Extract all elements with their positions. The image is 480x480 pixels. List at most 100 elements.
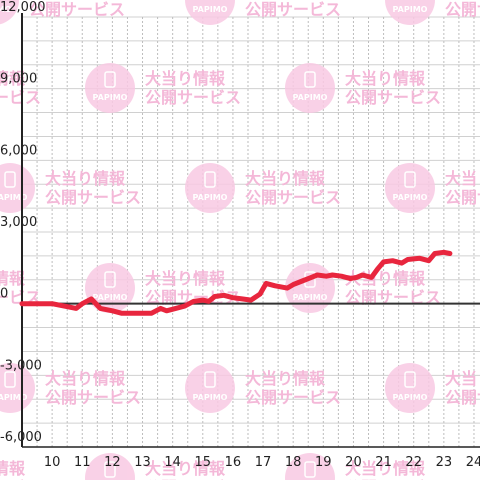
- x-tick-label: 17: [255, 455, 272, 470]
- x-tick-label: 20: [345, 455, 362, 470]
- watermark-line2: 公開サービス: [29, 0, 125, 19]
- watermark-line1: 大当り情報: [0, 69, 26, 88]
- watermark-badge: PAPIMO: [385, 0, 435, 25]
- smartphone-icon: [4, 371, 16, 388]
- watermark-logo-text: PAPIMO: [0, 193, 28, 202]
- watermark-badge: PAPIMO: [0, 363, 35, 413]
- smartphone-icon: [404, 171, 416, 188]
- series-line: [19, 249, 453, 316]
- watermark-logo-text: PAPIMO: [193, 193, 228, 202]
- watermark-badge: PAPIMO: [0, 163, 35, 213]
- y-tick-label: 3,000: [0, 215, 37, 230]
- smartphone-icon: [404, 371, 416, 388]
- watermark-line2: 公開サービス: [45, 388, 141, 407]
- x-tick-label: 10: [44, 455, 61, 470]
- watermark-line1: 大当り情報: [245, 169, 326, 188]
- watermark-logo-circle: [385, 363, 435, 413]
- watermark-badge: PAPIMO: [385, 363, 435, 413]
- watermark-logo-circle: [285, 263, 335, 313]
- watermark-line1: 大当り情報: [145, 459, 226, 478]
- watermark-badge: PAPIMO: [185, 163, 235, 213]
- watermark-badge: PAPIMO: [185, 0, 235, 25]
- watermark-badge: PAPIMO: [85, 263, 135, 313]
- watermark-logo-text: PAPIMO: [93, 293, 128, 302]
- x-tick-label: 22: [405, 455, 422, 470]
- watermark-line1: 大当り情報: [145, 69, 226, 88]
- smartphone-icon: [304, 461, 316, 478]
- watermark-logo-circle: [85, 63, 135, 113]
- tick-labels: -6,000 -3,000 0 3,000 6,000 9,000 12,000 10 11 12…: [0, 0, 480, 470]
- watermark-logo-text: PAPIMO: [293, 293, 328, 302]
- watermark-line1: 大当り情報: [445, 369, 480, 388]
- series-layer: [19, 249, 453, 316]
- watermark-logo-text: PAPIMO: [393, 5, 428, 14]
- smartphone-icon: [4, 171, 16, 188]
- y-tick-label: -6,000: [0, 430, 42, 445]
- watermark-line2: 公開サービス: [45, 188, 141, 207]
- x-tick-label: 13: [134, 455, 151, 470]
- watermark-logo-text: PAPIMO: [293, 93, 328, 102]
- watermark-line2: 公開サービス: [0, 88, 41, 107]
- watermark-logo-circle: [0, 163, 35, 213]
- watermark-logo-text: PAPIMO: [93, 93, 128, 102]
- x-tick-label: 11: [74, 455, 91, 470]
- watermark-logo-circle: [0, 363, 35, 413]
- y-tick-label: -3,000: [0, 358, 42, 373]
- x-tick-label: 23: [436, 455, 453, 470]
- watermark-line1: 大当り情報: [0, 269, 26, 288]
- y-tick-label: 0: [0, 287, 8, 302]
- watermark-logo-text: PAPIMO: [393, 193, 428, 202]
- watermark-logo-text: PAPIMO: [193, 393, 228, 402]
- smartphone-icon: [304, 71, 316, 88]
- watermark-logo-circle: [0, 0, 19, 25]
- watermark-line2: 公開サービス: [345, 288, 441, 307]
- watermark-line1: 大当り情報: [345, 69, 426, 88]
- watermark-line1: 大当り情報: [45, 169, 126, 188]
- x-tick-label: 18: [285, 455, 302, 470]
- watermark-logo-text: PAPIMO: [0, 393, 28, 402]
- watermark-line1: 大当り情報: [145, 269, 226, 288]
- watermark-line2: 公開サービス: [145, 478, 241, 480]
- x-tick-label: 15: [195, 455, 212, 470]
- watermark-line1: 大当り情報: [0, 459, 26, 478]
- x-tick-label: 19: [315, 455, 332, 470]
- watermark-line2: 公開サービス: [0, 478, 41, 480]
- watermark-badge: PAPIMO: [85, 63, 135, 113]
- smartphone-icon: [204, 371, 216, 388]
- watermark-line2: 公開サービス: [245, 388, 341, 407]
- watermark-logo-circle: [285, 63, 335, 113]
- x-tick-label: 21: [375, 455, 392, 470]
- watermark-line2: 公開サービス: [445, 188, 480, 207]
- x-tick-label: 12: [104, 455, 121, 470]
- watermark-badge: PAPIMO: [185, 363, 235, 413]
- watermark-line2: 公開サービス: [345, 88, 441, 107]
- watermark-logo-circle: [85, 453, 135, 480]
- x-tick-label: 14: [164, 455, 181, 470]
- watermark-line2: 公開サービス: [145, 88, 241, 107]
- watermark-logo-circle: [285, 453, 335, 480]
- watermark-logo-circle: [185, 363, 235, 413]
- watermark-logo-text: PAPIMO: [393, 393, 428, 402]
- watermark-line2: 公開サービス: [345, 478, 441, 480]
- y-tick-label: 6,000: [0, 143, 37, 158]
- watermark-line2: 公開サービス: [145, 288, 241, 307]
- watermark-logo-circle: [85, 263, 135, 313]
- smartphone-icon: [104, 271, 116, 288]
- watermark-line2: 公開サービス: [245, 188, 341, 207]
- watermark-badge: PAPIMO: [85, 453, 135, 480]
- watermark-logo-circle: [185, 0, 235, 25]
